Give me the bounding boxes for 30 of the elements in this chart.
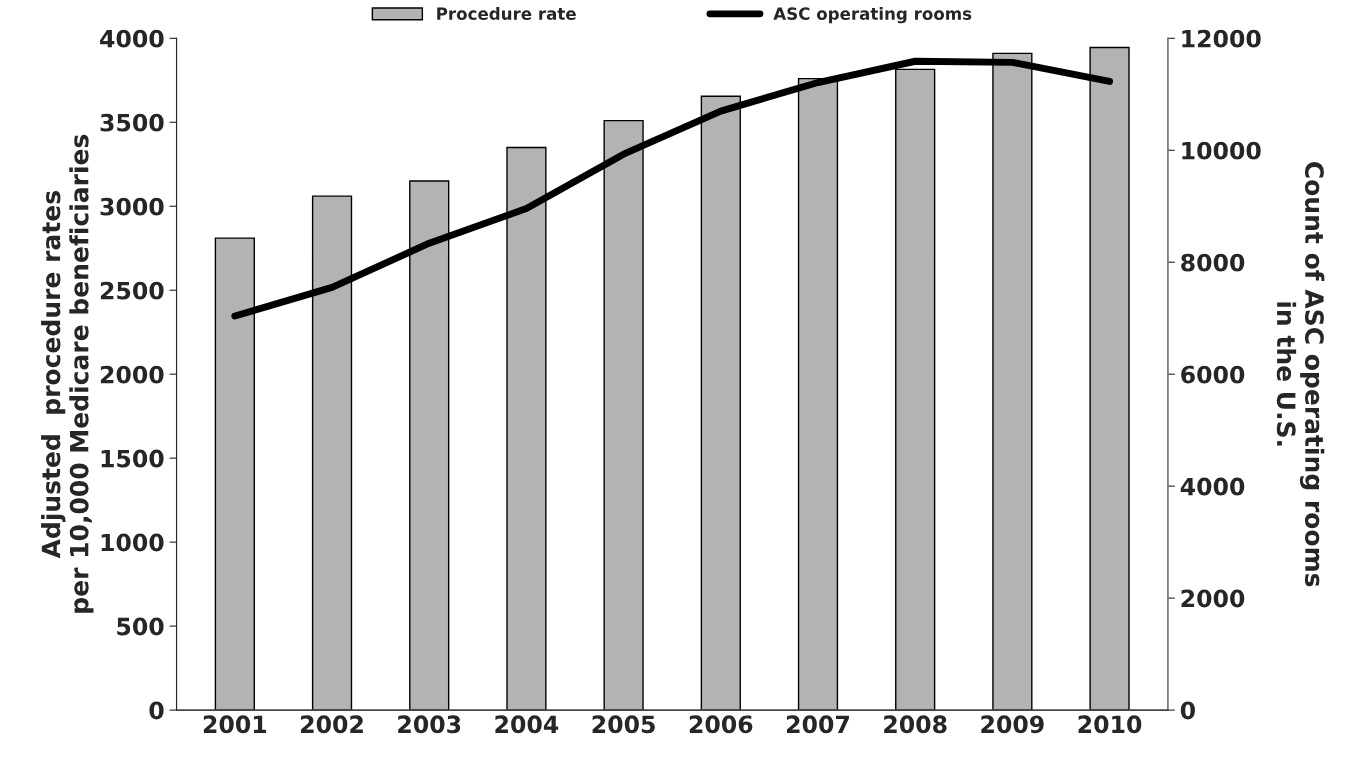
y-tick-label: 4000 (100, 29, 164, 48)
y-tick-label: 0 (149, 701, 164, 720)
x-tick-label: 2003 (398, 715, 461, 734)
y-tick-label: 2000 (100, 365, 164, 384)
y2-tick-label: 0 (1180, 701, 1195, 720)
x-tick-label: 2006 (689, 715, 753, 734)
x-tick-label: 2002 (301, 715, 363, 734)
y2-tick-label: 4000 (1180, 477, 1245, 496)
x-tick-label: 2001 (203, 715, 267, 734)
x-tick-label: 2009 (981, 715, 1044, 734)
y-tick-label: 3000 (100, 197, 164, 216)
legend-label: ASC operating rooms (773, 7, 972, 24)
y2-axis-title: Count of ASC operating rooms in the U.S. (1276, 162, 1325, 587)
x-tick-label: 2007 (787, 715, 849, 734)
y-axis-title: Adjusted procedure rates per 10,000 Medicare beneficiaries (41, 134, 94, 613)
y2-tick-label: 8000 (1181, 253, 1245, 272)
y-tick-label: 1500 (101, 449, 164, 468)
y-tick-label: 3500 (100, 113, 164, 132)
y-tick-label: 2500 (100, 281, 164, 300)
y2-tick-label: 12000 (1182, 29, 1261, 48)
y2-tick-label: 10000 (1182, 141, 1261, 160)
x-tick-label: 2004 (495, 715, 559, 734)
x-tick-label: 2010 (1078, 715, 1142, 734)
y2-tick-label: 6000 (1181, 365, 1245, 384)
legend-label: Procedure rate (437, 7, 576, 20)
y2-tick-label: 2000 (1181, 589, 1245, 608)
y-tick-label: 500 (117, 617, 164, 636)
x-tick-label: 2008 (884, 715, 947, 734)
x-tick-label: 2005 (592, 715, 655, 734)
y-tick-label: 1000 (101, 533, 164, 552)
